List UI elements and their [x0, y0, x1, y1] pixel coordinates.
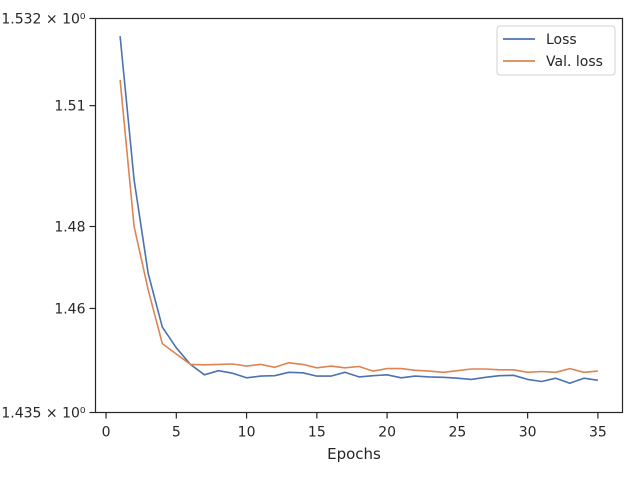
plot-area: [94, 17, 624, 414]
y-tick-label: 1.532 × 10⁰: [1, 12, 86, 28]
x-tick-label: 10: [238, 425, 256, 441]
legend: Loss Val. loss: [496, 25, 616, 76]
y-tick-label: 1.48: [54, 220, 85, 236]
series-line-val-loss: [119, 79, 598, 374]
x-tick-label: 20: [378, 425, 396, 441]
series-layer: [119, 36, 599, 385]
x-tick-label: 35: [589, 425, 607, 441]
y-tick-label: 1.51: [54, 99, 85, 115]
x-tick-label: 30: [519, 425, 537, 441]
x-tick-label: 5: [172, 425, 181, 441]
y-axis: 1.435 × 10⁰ 1.46 1.48 1.51 1.532 × 10⁰: [1, 12, 96, 422]
x-axis: 0 5 10 15 20 25 30 35: [102, 412, 607, 441]
y-tick-label: 1.435 × 10⁰: [1, 406, 86, 422]
y-tick-label: 1.46: [54, 301, 85, 317]
legend-label: Loss: [546, 32, 577, 48]
x-tick-label: 0: [102, 425, 111, 441]
x-tick-label: 15: [308, 425, 326, 441]
x-axis-title: Epochs: [327, 445, 381, 463]
legend-label: Val. loss: [546, 54, 603, 70]
x-tick-label: 25: [448, 425, 466, 441]
plot-frame: [94, 17, 624, 414]
series-line-loss: [119, 36, 599, 385]
